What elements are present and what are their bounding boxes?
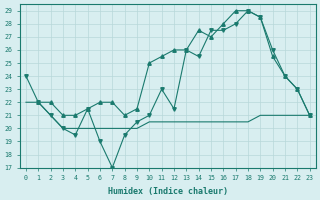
X-axis label: Humidex (Indice chaleur): Humidex (Indice chaleur) xyxy=(108,187,228,196)
